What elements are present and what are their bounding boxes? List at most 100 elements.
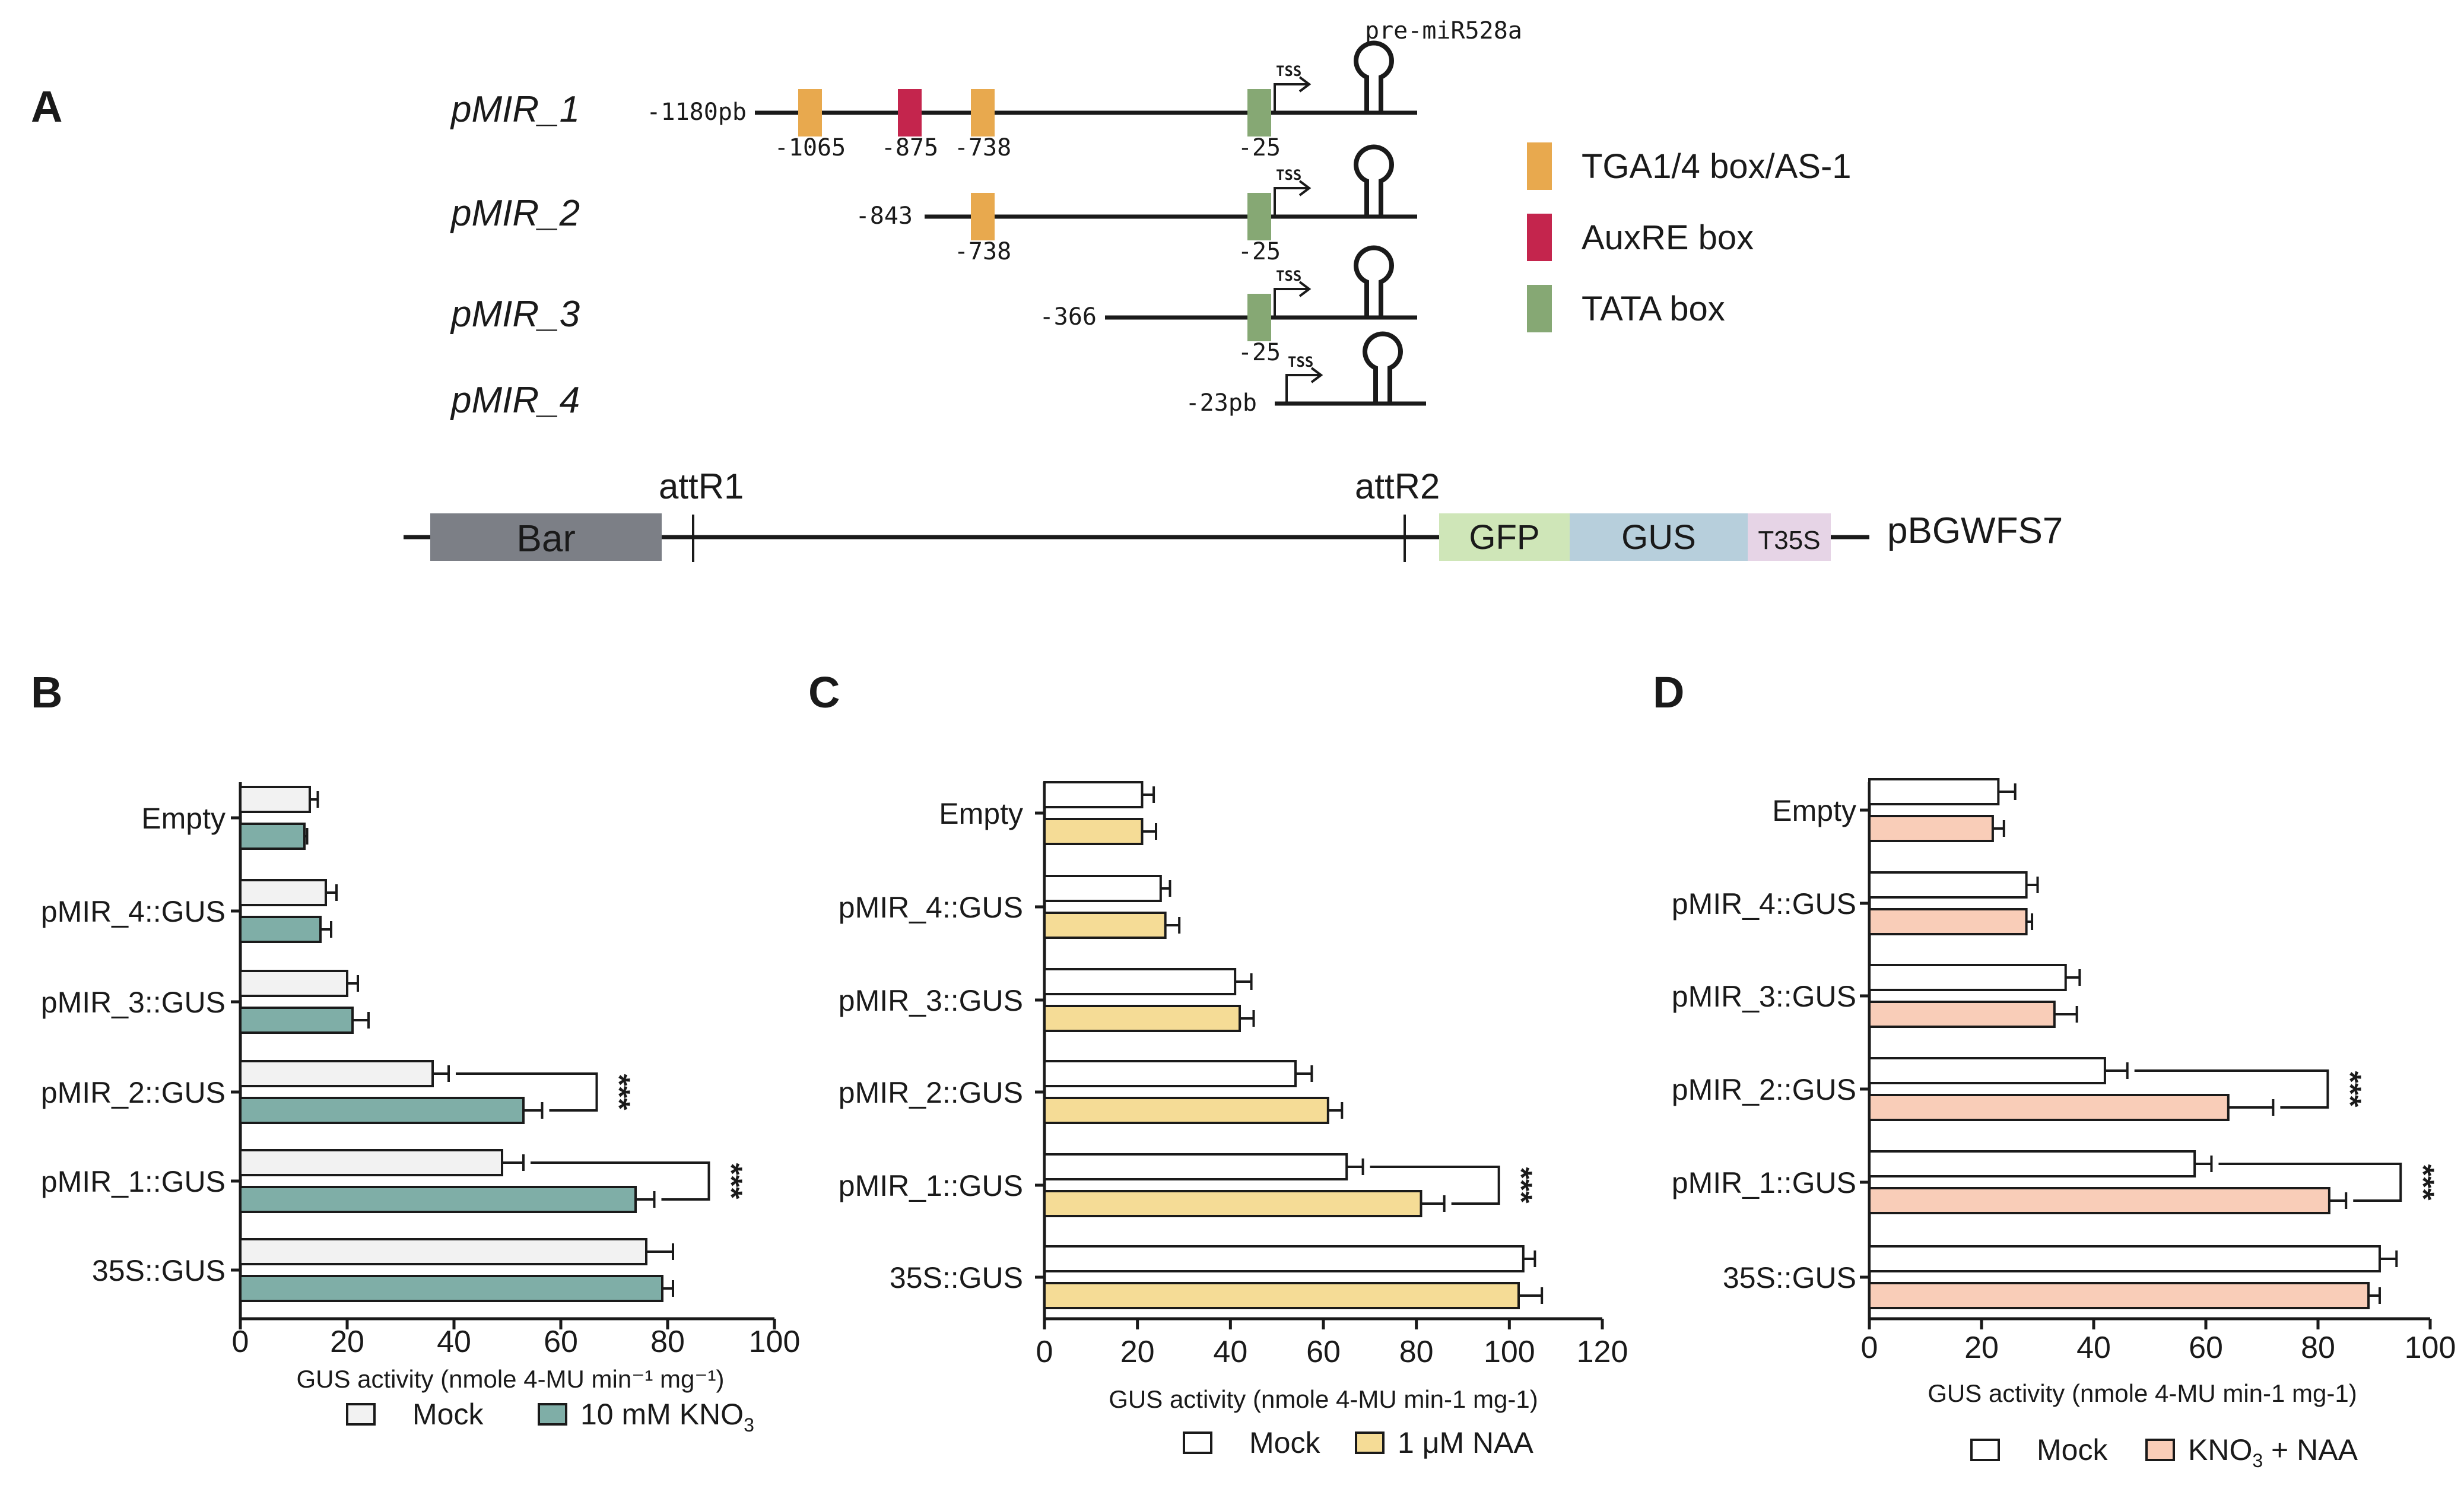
- x-tick-label: 100: [2405, 1331, 2456, 1365]
- x-tick-label: 40: [437, 1325, 471, 1359]
- x-tick-label: 0: [232, 1325, 249, 1359]
- legend-label-treatment-main: 1 μM NAA: [1398, 1426, 1534, 1459]
- bar-mock: [239, 786, 311, 813]
- category-label: Empty: [141, 802, 226, 835]
- significance-stars: ***: [602, 1074, 636, 1110]
- category-label: pMIR_1::GUS: [1672, 1166, 1856, 1199]
- bar-treatment: [1868, 908, 2028, 935]
- legend-swatch-treatment: [1355, 1431, 1385, 1454]
- promoter-box-tata: [1247, 89, 1271, 137]
- category-label: pMIR_3::GUS: [1672, 980, 1856, 1013]
- legend-label-mock: Mock: [2037, 1433, 2108, 1467]
- category-label: pMIR_3::GUS: [839, 984, 1023, 1017]
- x-tick-label: 80: [1399, 1335, 1434, 1369]
- hairpin-icon: [1363, 331, 1403, 404]
- bar-treatment: [1868, 1282, 2370, 1309]
- bar-treatment: [1043, 1282, 1520, 1309]
- x-tick-label: 60: [544, 1325, 578, 1359]
- hairpin-icon: [1354, 245, 1394, 318]
- x-axis-label: GUS activity (nmole 4-MU min⁻¹ mg⁻¹): [296, 1365, 724, 1393]
- legend-swatch-treatment: [2145, 1439, 2175, 1461]
- significance-stars: ***: [2405, 1164, 2440, 1201]
- promoter-box-tga: [971, 193, 995, 240]
- legend-swatch-mock: [346, 1403, 376, 1426]
- legend-label-treatment-main: 10 mM KNO: [580, 1398, 744, 1431]
- bar-treatment: [239, 916, 322, 943]
- bar-treatment: [239, 1007, 354, 1034]
- bar-treatment: [239, 1275, 663, 1302]
- vector-segment-label: T35S: [1758, 526, 1820, 555]
- tss-arrow: [1285, 374, 1319, 404]
- category-label: pMIR_4::GUS: [1672, 887, 1856, 921]
- legend-swatch-tga: [1527, 142, 1552, 190]
- construct-start-label: -843: [856, 202, 913, 230]
- bar-mock: [239, 1060, 434, 1087]
- x-tick-label: 80: [650, 1325, 685, 1359]
- promoter-box-tga: [971, 89, 995, 137]
- legend-label-treatment-main: KNO: [2188, 1433, 2252, 1467]
- category-label: 35S::GUS: [890, 1261, 1023, 1294]
- vector-segment-label: GUS: [1621, 518, 1696, 557]
- bar-mock: [239, 1238, 647, 1265]
- legend-label-treatment: 1 μM NAA: [1398, 1426, 1534, 1459]
- bar-mock: [1868, 871, 2028, 899]
- bar-treatment: [239, 1097, 525, 1124]
- legend-label-treatment-subscript: 3: [2252, 1450, 2263, 1471]
- x-tick-label: 60: [2189, 1331, 2223, 1365]
- bar-treatment: [1043, 912, 1167, 939]
- vector-segment-label: Bar: [516, 517, 576, 560]
- x-tick-label: 20: [1964, 1331, 1999, 1365]
- bar-mock: [1868, 1245, 2381, 1272]
- box-position-label: -25: [1238, 238, 1281, 265]
- bar-mock: [239, 879, 327, 906]
- legend-label-treatment: 10 mM KNO3: [580, 1398, 754, 1436]
- chart-panel-d: D 0 20 40 60 80 100 GUS activity (nmole 4-MU mi…: [1653, 668, 2456, 1471]
- x-tick-label: 40: [1213, 1335, 1247, 1369]
- tss-label: TSS: [1288, 354, 1313, 370]
- significance-stars: ***: [2332, 1071, 2367, 1107]
- bar-mock: [1868, 964, 2067, 991]
- vector-segment-bar: [430, 513, 662, 561]
- bar-treatment: [1868, 1187, 2330, 1214]
- bar-mock: [1043, 781, 1144, 808]
- panel-letter-a: A: [31, 82, 62, 131]
- legend-swatch-mock: [1183, 1431, 1212, 1454]
- promoter-box-tata: [1247, 193, 1271, 240]
- category-label: pMIR_2::GUS: [839, 1076, 1023, 1109]
- box-position-label: -25: [1238, 339, 1281, 366]
- significance-bracket: [456, 1072, 598, 1112]
- tss-arrow: [1274, 83, 1307, 113]
- bar-mock: [1043, 1245, 1525, 1272]
- x-tick-label: 120: [1577, 1335, 1628, 1369]
- bar-treatment: [239, 823, 306, 850]
- significance-stars: ***: [714, 1163, 748, 1199]
- attr2-label: attR2: [1355, 466, 1440, 506]
- bar-treatment: [1043, 1190, 1422, 1217]
- bar-mock: [239, 970, 348, 997]
- box-position-label: -738: [954, 238, 1011, 265]
- box-position-label: -1065: [774, 134, 846, 161]
- vector-segment-t35s: [1748, 513, 1831, 561]
- legend-swatch-tata: [1527, 285, 1552, 332]
- bar-mock: [1043, 875, 1162, 902]
- tss-arrow-head: [1298, 76, 1312, 93]
- x-tick-label: 0: [1861, 1331, 1878, 1365]
- bar-mock: [1043, 968, 1237, 995]
- tss-label: TSS: [1276, 63, 1301, 80]
- box-position-label: -738: [954, 134, 1011, 161]
- pre-mirna-label: pre-miR528a: [1365, 17, 1522, 45]
- construct-name-pMIR_1: pMIR_1: [450, 89, 580, 130]
- bar-treatment: [1868, 1094, 2230, 1121]
- bar-mock: [1868, 1057, 2106, 1084]
- chart-panel-b: B 0 20 40 60 80 100 GUS activity (nmole 4-MU mi…: [31, 668, 800, 1436]
- significance-bracket: [2134, 1069, 2329, 1109]
- bar-treatment: [1043, 1097, 1329, 1124]
- bar-mock: [1868, 1150, 2196, 1177]
- vector-segment-gus: [1570, 513, 1748, 561]
- bar-mock: [1043, 1153, 1348, 1180]
- significance-bracket: [2218, 1163, 2402, 1202]
- category-label: pMIR_1::GUS: [41, 1165, 226, 1198]
- panel-letter-c: C: [808, 668, 840, 717]
